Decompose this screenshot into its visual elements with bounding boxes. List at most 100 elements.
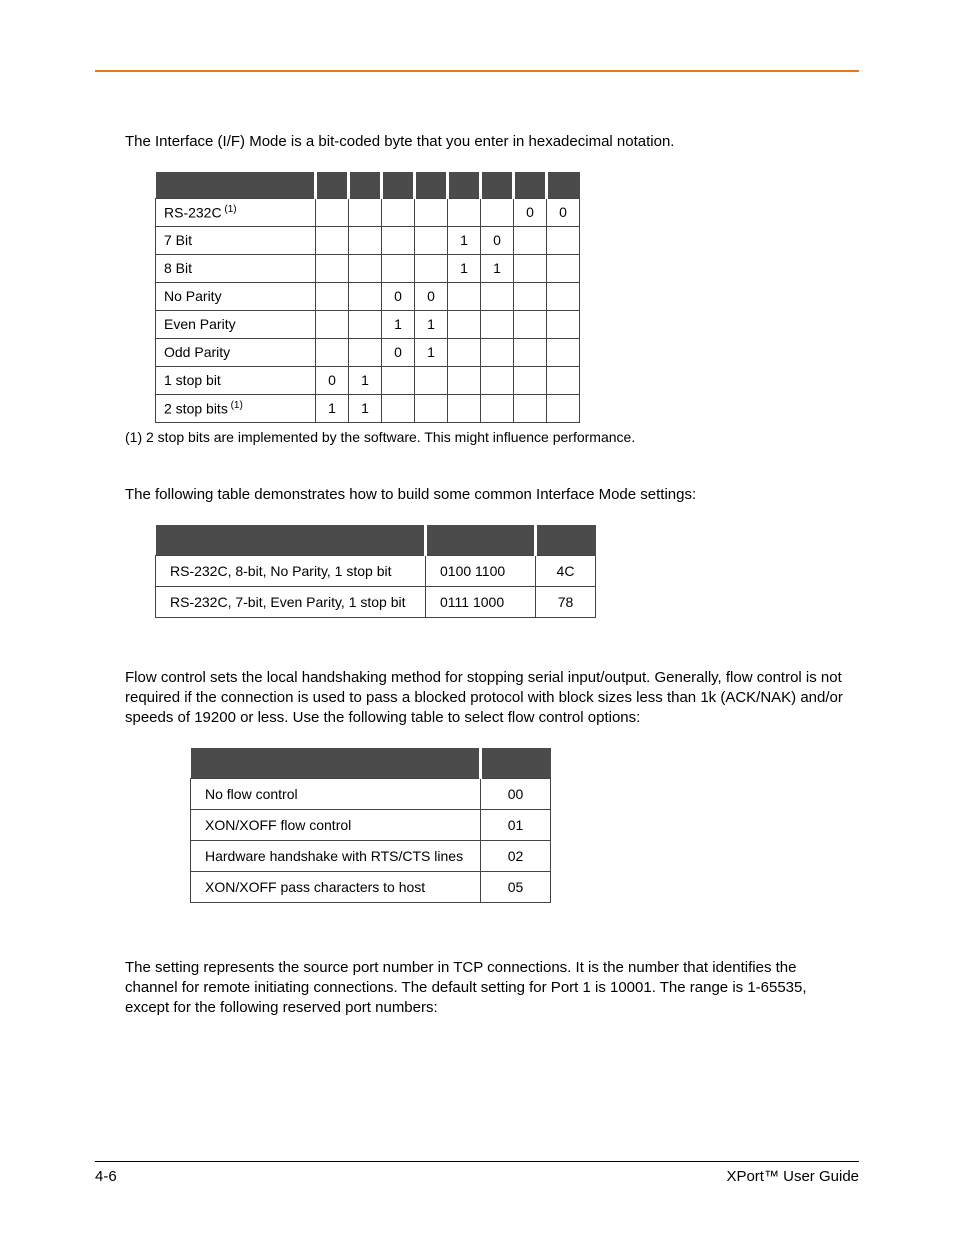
table-header-row bbox=[191, 748, 551, 778]
cell: 01 bbox=[481, 809, 551, 840]
bit-cell: 1 bbox=[316, 394, 349, 422]
bit-cell bbox=[415, 254, 448, 282]
bit-cell bbox=[316, 338, 349, 366]
bit-cell bbox=[547, 394, 580, 422]
bit-cell: 0 bbox=[382, 338, 415, 366]
bit-cell bbox=[448, 394, 481, 422]
bit-cell bbox=[382, 254, 415, 282]
bit-cell bbox=[514, 394, 547, 422]
bit-cell bbox=[514, 338, 547, 366]
bit-cell bbox=[514, 310, 547, 338]
bit-cell bbox=[448, 310, 481, 338]
table-row: Even Parity 11 bbox=[156, 310, 580, 338]
flow-control-table: No flow control00XON/XOFF flow control01… bbox=[190, 748, 859, 903]
bit-cell bbox=[514, 226, 547, 254]
table1-footnote: (1) 2 stop bits are implemented by the s… bbox=[125, 429, 859, 445]
cell: 78 bbox=[536, 586, 596, 617]
cell: 02 bbox=[481, 840, 551, 871]
footer-doc-title: XPort™ User Guide bbox=[726, 1168, 859, 1185]
bit-cell bbox=[481, 366, 514, 394]
bit-cell bbox=[547, 226, 580, 254]
bit-cell: 1 bbox=[349, 394, 382, 422]
bit-cell bbox=[514, 254, 547, 282]
bit-cell bbox=[547, 310, 580, 338]
bit-cell bbox=[481, 310, 514, 338]
row-label: 1 stop bit bbox=[156, 366, 316, 394]
bit-cell bbox=[316, 226, 349, 254]
table-row: XON/XOFF flow control01 bbox=[191, 809, 551, 840]
bit-cell bbox=[415, 226, 448, 254]
row-label: 7 Bit bbox=[156, 226, 316, 254]
bit-cell bbox=[349, 198, 382, 226]
table-row: XON/XOFF pass characters to host05 bbox=[191, 871, 551, 902]
top-rule bbox=[95, 70, 859, 72]
bit-cell bbox=[481, 198, 514, 226]
row-label: Even Parity bbox=[156, 310, 316, 338]
bit-cell bbox=[415, 198, 448, 226]
bit-cell bbox=[349, 226, 382, 254]
table-row: 7 Bit10 bbox=[156, 226, 580, 254]
table-row: 8 Bit 11 bbox=[156, 254, 580, 282]
bit-cell: 1 bbox=[481, 254, 514, 282]
row-label: 2 stop bits (1) bbox=[156, 394, 316, 422]
bit-cell bbox=[448, 338, 481, 366]
bit-cell bbox=[547, 338, 580, 366]
bit-cell bbox=[382, 394, 415, 422]
bit-cell bbox=[547, 366, 580, 394]
bit-cell: 0 bbox=[382, 282, 415, 310]
bit-cell bbox=[481, 394, 514, 422]
bit-cell bbox=[448, 282, 481, 310]
bit-cell bbox=[349, 310, 382, 338]
bit-cell: 1 bbox=[448, 254, 481, 282]
table-row: RS-232C (1)00 bbox=[156, 198, 580, 226]
cell: 05 bbox=[481, 871, 551, 902]
bit-cell bbox=[547, 254, 580, 282]
bit-cell bbox=[415, 366, 448, 394]
table-row: No Parity 00 bbox=[156, 282, 580, 310]
bit-cell: 1 bbox=[415, 310, 448, 338]
bit-cell bbox=[481, 338, 514, 366]
table-row: 1 stop bit01 bbox=[156, 366, 580, 394]
bit-cell: 0 bbox=[316, 366, 349, 394]
bit-cell bbox=[382, 226, 415, 254]
table-row: RS-232C, 7-bit, Even Parity, 1 stop bit0… bbox=[156, 586, 596, 617]
bit-cell bbox=[316, 198, 349, 226]
table-header-row bbox=[156, 525, 596, 555]
bit-cell bbox=[514, 282, 547, 310]
table-row: 2 stop bits (1)11 bbox=[156, 394, 580, 422]
bit-cell: 1 bbox=[382, 310, 415, 338]
cell: 00 bbox=[481, 778, 551, 809]
cell: 4C bbox=[536, 555, 596, 586]
intro-paragraph-4: The setting represents the source port n… bbox=[95, 958, 859, 1019]
bit-cell bbox=[382, 198, 415, 226]
cell: 0100 1100 bbox=[426, 555, 536, 586]
bit-cell bbox=[382, 366, 415, 394]
cell: No flow control bbox=[191, 778, 481, 809]
bit-cell bbox=[349, 338, 382, 366]
bit-cell bbox=[448, 366, 481, 394]
bit-cell bbox=[316, 254, 349, 282]
bit-cell bbox=[415, 394, 448, 422]
cell: Hardware handshake with RTS/CTS lines bbox=[191, 840, 481, 871]
bit-cell bbox=[514, 366, 547, 394]
row-label: 8 Bit bbox=[156, 254, 316, 282]
intro-paragraph-1: The Interface (I/F) Mode is a bit-coded … bbox=[95, 132, 859, 152]
cell: 0111 1000 bbox=[426, 586, 536, 617]
bit-cell bbox=[349, 282, 382, 310]
bit-cell: 1 bbox=[349, 366, 382, 394]
table-row: No flow control00 bbox=[191, 778, 551, 809]
table-header-row bbox=[156, 172, 580, 198]
bit-cell: 1 bbox=[415, 338, 448, 366]
row-label: No Parity bbox=[156, 282, 316, 310]
bit-cell bbox=[349, 254, 382, 282]
cell: XON/XOFF flow control bbox=[191, 809, 481, 840]
bit-cell bbox=[448, 198, 481, 226]
table-row: Odd Parity01 bbox=[156, 338, 580, 366]
bit-cell bbox=[316, 282, 349, 310]
table-row: Hardware handshake with RTS/CTS lines02 bbox=[191, 840, 551, 871]
bit-cell bbox=[316, 310, 349, 338]
common-settings-table: RS-232C, 8-bit, No Parity, 1 stop bit010… bbox=[155, 525, 859, 618]
bit-cell: 0 bbox=[415, 282, 448, 310]
bit-cell bbox=[481, 282, 514, 310]
interface-mode-table: RS-232C (1)007 Bit108 Bit11No Parity00Ev… bbox=[155, 172, 859, 423]
